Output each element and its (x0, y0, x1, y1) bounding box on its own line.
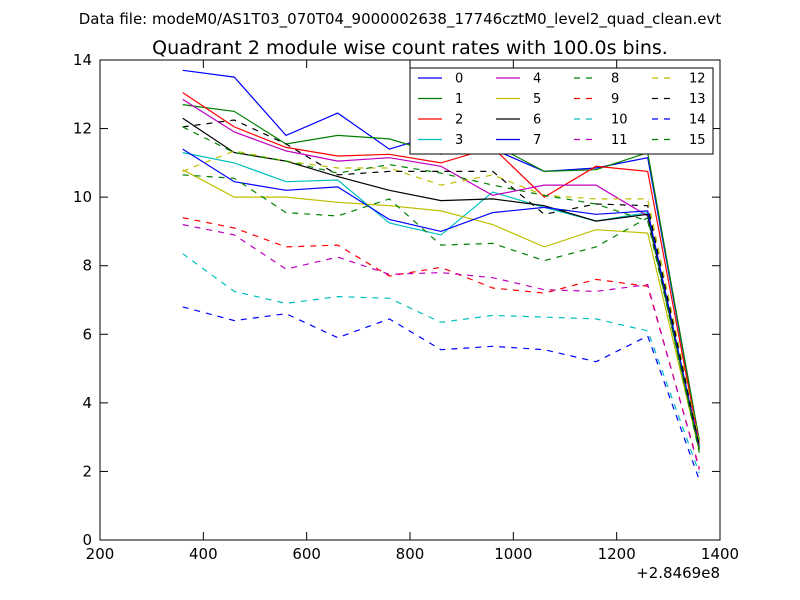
x-tick-label: 1000 (494, 545, 532, 563)
x-offset-label: +2.8469e8 (636, 564, 720, 582)
series-line-6 (182, 117, 700, 450)
y-tick-label: 12 (73, 120, 92, 138)
chart-title: Quadrant 2 module wise count rates with … (152, 37, 668, 59)
legend-label-12: 12 (689, 72, 706, 87)
series-line-5 (182, 169, 700, 452)
legend-label-3: 3 (455, 133, 463, 148)
series-line-7 (182, 148, 700, 448)
legend-label-14: 14 (689, 113, 706, 128)
legend-label-8: 8 (611, 72, 619, 87)
legend-label-5: 5 (533, 92, 541, 107)
y-tick-label: 6 (82, 325, 92, 343)
x-tick-label: 400 (189, 545, 218, 563)
y-tick-label: 10 (73, 188, 92, 206)
legend-label-1: 1 (455, 92, 463, 107)
series-line-15 (182, 126, 700, 450)
y-tick-label: 0 (82, 531, 92, 549)
x-tick-label: 600 (292, 545, 321, 563)
series-line-9 (182, 217, 700, 469)
series-layer (182, 69, 700, 481)
legend-label-9: 9 (611, 92, 619, 107)
y-tick-label: 14 (73, 51, 92, 69)
y-tick-label: 8 (82, 257, 92, 275)
legend-label-7: 7 (533, 133, 541, 148)
series-line-8 (182, 174, 700, 453)
x-tick-label: 1200 (598, 545, 636, 563)
data-file-label: Data file: modeM0/AS1T03_070T04_90000026… (79, 10, 722, 29)
legend-label-6: 6 (533, 113, 541, 128)
series-line-12 (182, 150, 700, 443)
legend-label-10: 10 (611, 113, 628, 128)
series-line-11 (182, 224, 700, 470)
series-line-4 (182, 98, 700, 446)
x-tick-label: 1400 (701, 545, 739, 563)
legend-label-0: 0 (455, 72, 463, 87)
legend-label-15: 15 (689, 133, 706, 148)
legend-label-11: 11 (611, 133, 628, 148)
x-tick-label: 800 (396, 545, 425, 563)
series-line-14 (182, 306, 700, 481)
legend-label-13: 13 (689, 92, 706, 107)
legend-label-4: 4 (533, 72, 541, 87)
legend-box (409, 67, 714, 155)
x-tick-label: 200 (86, 545, 115, 563)
y-tick-label: 2 (82, 462, 92, 480)
legend-label-2: 2 (455, 113, 463, 128)
series-line-2 (182, 92, 700, 445)
y-tick-label: 4 (82, 394, 92, 412)
series-line-10 (182, 253, 700, 474)
series-line-13 (182, 119, 700, 446)
